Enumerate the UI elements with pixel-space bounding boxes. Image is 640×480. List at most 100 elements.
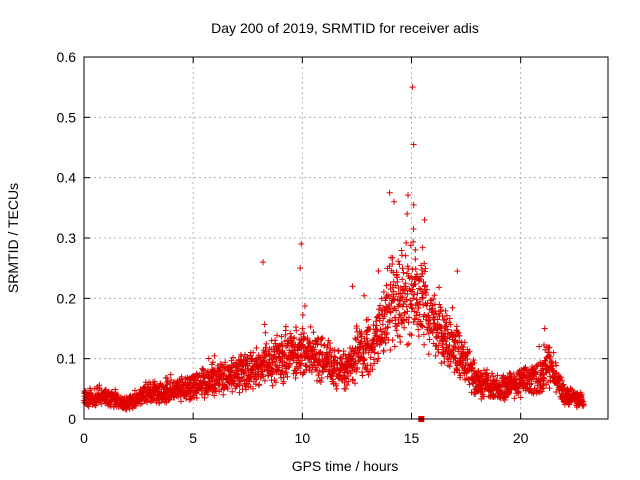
data-point (446, 363, 453, 370)
data-point (546, 344, 553, 351)
data-point (408, 332, 415, 339)
data-point (435, 348, 442, 355)
data-point (360, 360, 367, 367)
data-point (359, 372, 366, 379)
data-point (236, 389, 243, 396)
data-point (409, 286, 416, 293)
data-point (405, 340, 412, 347)
data-point (294, 347, 301, 354)
data-point (272, 340, 279, 347)
data-point (291, 334, 298, 341)
data-point (283, 343, 290, 350)
data-point (249, 367, 256, 374)
data-point (471, 360, 478, 367)
data-point (399, 265, 406, 272)
data-point (449, 304, 456, 311)
data-point (447, 358, 454, 365)
data-point (542, 357, 549, 364)
data-point (532, 387, 539, 394)
data-point (529, 389, 536, 396)
data-point (382, 297, 389, 304)
data-point (372, 332, 379, 339)
data-point (413, 312, 420, 319)
data-point (344, 381, 351, 388)
data-point (302, 362, 309, 369)
data-point (340, 348, 347, 355)
data-point (488, 370, 495, 377)
data-point (423, 302, 430, 309)
data-point (210, 366, 217, 373)
data-point (559, 377, 566, 384)
data-point (288, 333, 295, 340)
data-point (530, 390, 537, 397)
data-point (447, 321, 454, 328)
data-point (432, 352, 439, 359)
data-point (372, 318, 379, 325)
data-point (470, 356, 477, 363)
data-point (405, 265, 412, 272)
data-point (268, 365, 275, 372)
data-point (280, 378, 287, 385)
data-point (408, 273, 415, 280)
data-point (395, 258, 402, 265)
data-point (96, 382, 103, 389)
x-tick-label: 15 (404, 430, 420, 446)
data-point (389, 337, 396, 344)
data-point (405, 192, 412, 199)
data-point (253, 375, 260, 382)
data-point (82, 388, 89, 395)
data-point (273, 332, 280, 339)
data-point (420, 278, 427, 285)
data-point (209, 359, 216, 366)
data-point (261, 321, 268, 328)
data-point (407, 242, 414, 249)
data-point (345, 378, 352, 385)
data-point (423, 286, 430, 293)
data-point (329, 376, 336, 383)
data-point (191, 394, 198, 401)
data-point (546, 385, 553, 392)
data-point (390, 297, 397, 304)
data-point (319, 351, 326, 358)
data-point (123, 406, 130, 413)
data-point (404, 290, 411, 297)
data-point (342, 385, 349, 392)
data-point (431, 320, 438, 327)
data-point (438, 360, 445, 367)
x-tick-label: 0 (80, 430, 88, 446)
data-point (454, 268, 461, 275)
data-point (437, 308, 444, 315)
data-point (404, 270, 411, 277)
data-point (411, 308, 418, 315)
data-point (279, 367, 286, 374)
data-point (278, 341, 285, 348)
data-point (402, 252, 409, 259)
data-point (233, 363, 240, 370)
data-point (260, 259, 267, 266)
data-point (466, 381, 473, 388)
data-point (443, 312, 450, 319)
data-point (408, 304, 415, 311)
data-point (350, 356, 357, 363)
data-point (580, 401, 587, 408)
data-point (295, 365, 302, 372)
data-point (319, 335, 326, 342)
data-point (424, 300, 431, 307)
data-point (371, 349, 378, 356)
data-point (485, 372, 492, 379)
data-point (550, 349, 557, 356)
data-point (375, 355, 382, 362)
data-point (411, 315, 418, 322)
data-point (177, 398, 184, 405)
data-point (333, 385, 340, 392)
data-point (391, 198, 398, 205)
y-axis-label: SRMTID / TECUs (5, 183, 21, 293)
data-point (412, 274, 419, 281)
data-point (404, 263, 411, 270)
data-point (373, 322, 380, 329)
data-point (300, 330, 307, 337)
data-point (126, 405, 133, 412)
data-point (385, 303, 392, 310)
data-point (418, 322, 425, 329)
